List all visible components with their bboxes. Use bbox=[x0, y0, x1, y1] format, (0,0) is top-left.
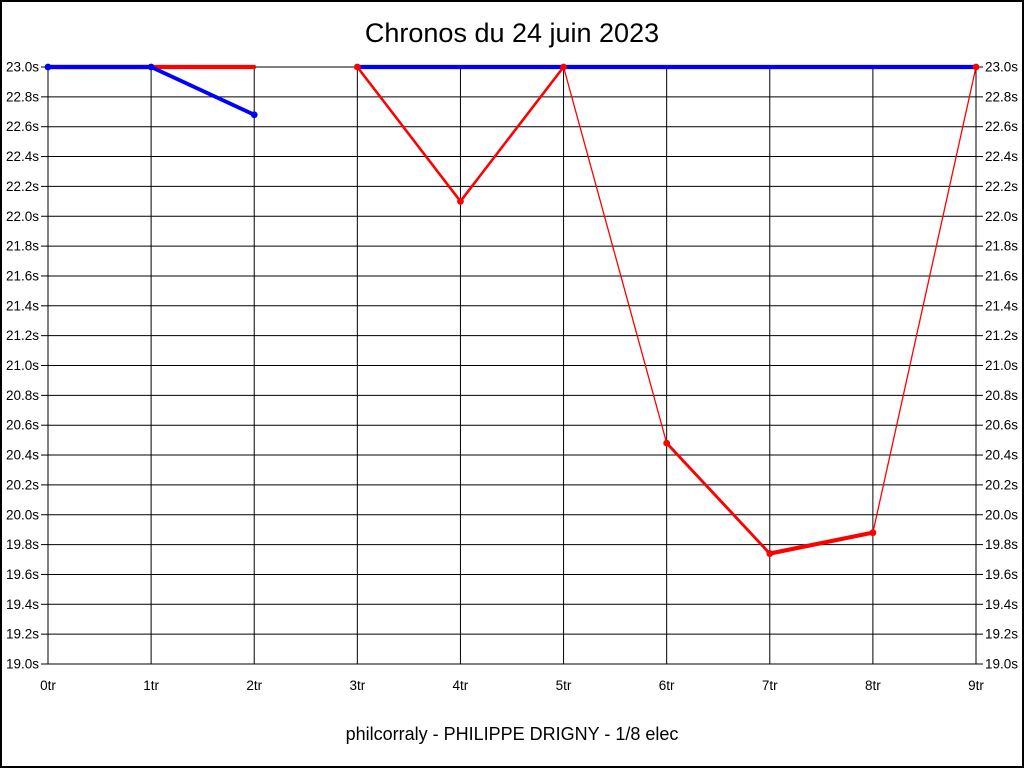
x-axis-label: 0tr bbox=[40, 678, 56, 693]
y-axis-label-left: 21.6s bbox=[6, 268, 39, 283]
x-axis-label: 3tr bbox=[349, 678, 365, 693]
x-axis-label: 4tr bbox=[453, 678, 469, 693]
marker-chrono-rouge bbox=[560, 63, 567, 71]
x-axis-label: 1tr bbox=[143, 678, 159, 693]
series-segment-chrono-rouge bbox=[665, 441, 772, 555]
y-axis-label-right: 19.6s bbox=[985, 567, 1018, 582]
y-axis-label-left: 20.2s bbox=[6, 477, 39, 492]
y-axis-label-left: 23.0s bbox=[6, 60, 39, 75]
series-segment-chrono-bleu bbox=[149, 65, 257, 117]
y-axis-label-right: 20.4s bbox=[985, 448, 1018, 463]
y-axis-label-left: 21.8s bbox=[6, 239, 39, 254]
y-axis-label-right: 20.2s bbox=[985, 477, 1018, 492]
chart-title: Chronos du 24 juin 2023 bbox=[364, 18, 660, 48]
y-axis-label-right: 20.0s bbox=[985, 507, 1018, 522]
y-axis-label-right: 20.6s bbox=[985, 418, 1018, 433]
series-segment-chrono-rouge bbox=[872, 66, 977, 534]
y-axis-label-right: 23.0s bbox=[985, 60, 1018, 75]
y-axis-label-right: 21.8s bbox=[985, 239, 1018, 254]
x-axis-label: 9tr bbox=[968, 678, 984, 693]
y-axis-label-left: 19.6s bbox=[6, 567, 39, 582]
y-axis-label-left: 19.2s bbox=[6, 627, 39, 642]
y-axis-label-right: 22.0s bbox=[985, 209, 1018, 224]
y-axis-label-left: 20.4s bbox=[6, 448, 39, 463]
chart-caption: philcorraly - PHILIPPE DRIGNY - 1/8 elec bbox=[345, 724, 679, 744]
marker-chrono-bleu bbox=[44, 63, 52, 71]
y-axis-label-left: 19.0s bbox=[6, 657, 39, 672]
x-axis-label: 5tr bbox=[556, 678, 572, 693]
marker-chrono-rouge bbox=[457, 197, 464, 205]
y-axis-label-left: 19.8s bbox=[6, 537, 39, 552]
y-axis-label-right: 19.0s bbox=[985, 657, 1018, 672]
x-axis-label: 7tr bbox=[762, 678, 778, 693]
y-axis-label-right: 19.4s bbox=[985, 597, 1018, 612]
y-axis-label-right: 20.8s bbox=[985, 388, 1018, 403]
marker-chrono-rouge bbox=[972, 63, 980, 71]
marker-chrono-rouge bbox=[766, 550, 774, 557]
y-axis-label-left: 22.2s bbox=[6, 179, 39, 194]
y-axis-label-right: 21.6s bbox=[985, 268, 1018, 283]
marker-chrono-rouge bbox=[869, 529, 877, 537]
y-axis-label-left: 20.6s bbox=[6, 418, 39, 433]
marker-chrono-bleu bbox=[147, 63, 155, 71]
y-axis-label-left: 22.8s bbox=[6, 89, 39, 104]
y-axis-label-right: 22.8s bbox=[985, 89, 1018, 104]
marker-chrono-rouge bbox=[353, 63, 361, 71]
series-segment-chrono-rouge bbox=[767, 530, 875, 556]
y-axis-label-left: 20.0s bbox=[6, 507, 39, 522]
y-axis-label-right: 21.4s bbox=[985, 298, 1018, 313]
y-axis-label-left: 21.4s bbox=[6, 298, 39, 313]
x-axis-label: 8tr bbox=[865, 678, 881, 693]
x-axis-label: 6tr bbox=[659, 678, 675, 693]
series-segment-chrono-rouge bbox=[459, 65, 565, 203]
y-axis-label-right: 22.6s bbox=[985, 119, 1018, 134]
x-axis-label: 2tr bbox=[246, 678, 262, 693]
y-axis-label-right: 22.2s bbox=[985, 179, 1018, 194]
y-axis-label-left: 22.4s bbox=[6, 149, 39, 164]
y-axis-label-right: 19.8s bbox=[985, 537, 1018, 552]
y-axis-label-left: 21.0s bbox=[6, 358, 39, 373]
y-axis-label-right: 21.0s bbox=[985, 358, 1018, 373]
marker-chrono-bleu bbox=[250, 111, 258, 119]
y-axis-label-left: 22.0s bbox=[6, 209, 39, 224]
y-axis-label-left: 20.8s bbox=[6, 388, 39, 403]
y-axis-label-left: 21.2s bbox=[6, 328, 39, 343]
series-segment-chrono-rouge bbox=[356, 65, 462, 203]
y-axis-label-left: 19.4s bbox=[6, 597, 39, 612]
y-axis-label-right: 21.2s bbox=[985, 328, 1018, 343]
marker-chrono-rouge bbox=[663, 439, 671, 447]
y-axis-label-right: 22.4s bbox=[985, 149, 1018, 164]
y-axis-label-right: 19.2s bbox=[985, 627, 1018, 642]
series-segment-chrono-rouge bbox=[562, 66, 668, 444]
y-axis-label-left: 22.6s bbox=[6, 119, 39, 134]
